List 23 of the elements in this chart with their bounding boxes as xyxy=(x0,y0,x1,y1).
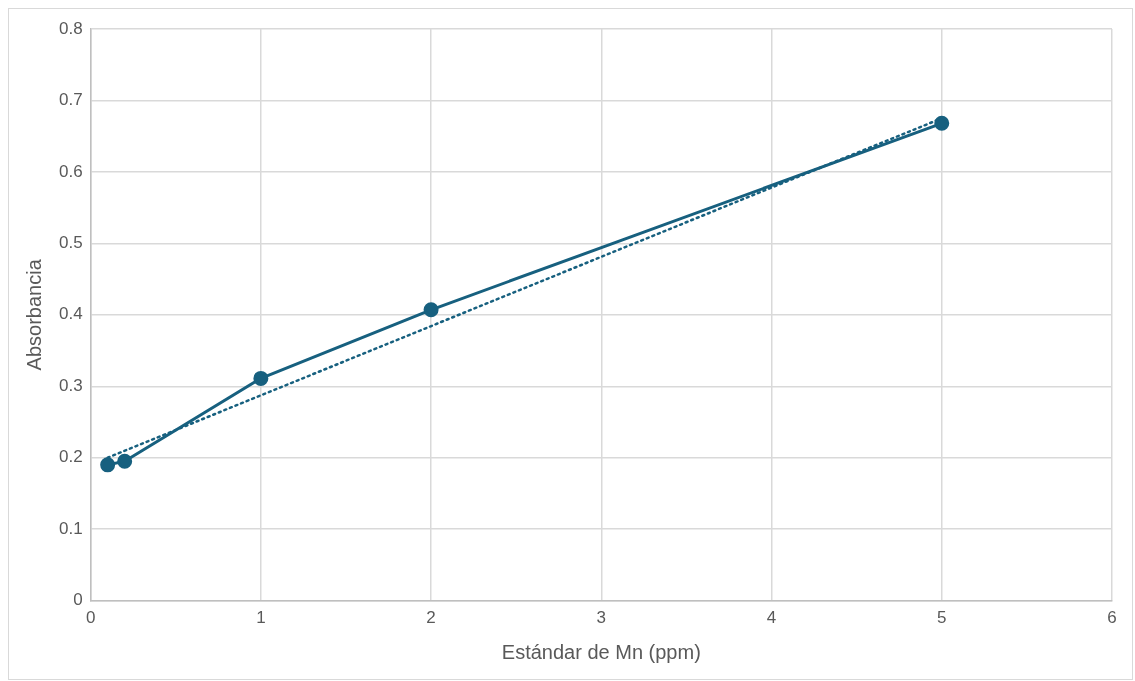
y-axis-title: Absorbancia xyxy=(22,258,45,371)
y-tick-label: 0.1 xyxy=(58,518,83,538)
x-tick-label: 2 xyxy=(426,608,436,628)
point xyxy=(934,115,950,131)
x-tick-label: 1 xyxy=(256,608,266,628)
x-tick-label: 4 xyxy=(766,608,777,628)
y-tick-label: 0.2 xyxy=(58,447,83,467)
x-axis-title: Estándar de Mn (ppm) xyxy=(501,640,701,663)
point xyxy=(423,302,439,318)
point xyxy=(117,453,133,469)
y-tick-label: 0.8 xyxy=(58,18,83,38)
x-tick-label: 5 xyxy=(937,608,947,628)
point xyxy=(100,457,116,473)
point xyxy=(253,370,269,386)
y-tick-label: 0 xyxy=(73,590,83,610)
y-tick-label: 0.7 xyxy=(58,90,83,110)
y-tick-label: 0.4 xyxy=(58,304,83,324)
y-tick-label: 0.6 xyxy=(58,161,83,181)
y-tick-label: 0.5 xyxy=(58,233,83,253)
x-tick-label: 6 xyxy=(1107,608,1117,628)
x-tick-label: 3 xyxy=(596,608,607,628)
x-tick-label: 0 xyxy=(85,608,96,628)
y-tick-label: 0.3 xyxy=(58,375,83,395)
